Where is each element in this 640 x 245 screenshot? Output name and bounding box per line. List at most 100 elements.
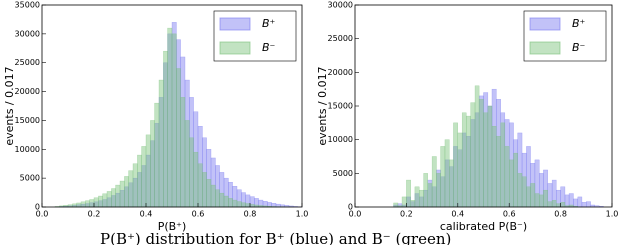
histogram-bar [180, 97, 186, 208]
histogram-bar [141, 146, 147, 208]
legend-label: B⁻ [572, 41, 586, 54]
y-tick-label: 5000 [20, 174, 40, 183]
histogram-bar [586, 201, 591, 208]
histogram-bar [228, 198, 233, 208]
x-tick-label: 0.0 [349, 210, 362, 219]
y-axis-label: events / 0.017 [316, 66, 329, 145]
histogram-bar [496, 136, 501, 208]
plot-frame [41, 4, 303, 208]
histogram-bar [419, 189, 424, 208]
histogram-bar [440, 146, 446, 208]
histogram-bar [577, 196, 583, 208]
histogram-bar [478, 99, 484, 208]
histogram-bar [98, 195, 103, 208]
x-tick-label: 1.0 [606, 210, 619, 219]
legend-label: B⁻ [262, 41, 276, 54]
histogram-bar [119, 180, 125, 208]
legend-swatch [529, 17, 561, 31]
histogram-bar [176, 68, 181, 208]
histogram-bar [461, 112, 467, 208]
histogram-bar [93, 197, 99, 208]
histogram-bar [564, 194, 570, 208]
histogram-bar [573, 198, 579, 208]
y-tick-label: 5000 [333, 169, 353, 178]
histogram-bar [128, 170, 134, 208]
x-tick-label: 1.0 [296, 210, 309, 219]
histogram-bar [414, 186, 420, 208]
legend-swatch [529, 41, 561, 55]
histogram-bar [444, 139, 450, 208]
legend-box [523, 10, 607, 62]
histogram-bar [193, 151, 199, 208]
histogram-bar [163, 50, 168, 208]
histogram-bar [474, 85, 480, 208]
histogram-bar [504, 146, 510, 208]
y-tick-label: 20000 [328, 68, 353, 77]
histogram-bar [115, 184, 121, 208]
histogram-bar [215, 189, 220, 208]
x-tick-label: 0.6 [503, 210, 516, 219]
x-tick-label: 0.2 [88, 210, 101, 219]
histogram-bar [102, 193, 108, 208]
y-tick-label: 30000 [328, 1, 353, 10]
histogram-bar [517, 173, 523, 208]
y-tick-label: 25000 [15, 58, 40, 67]
histogram-bar [551, 200, 557, 208]
histogram-bar [431, 156, 437, 208]
caption: P(B⁺) distribution for B⁺ (blue) and B⁻ … [100, 230, 451, 245]
histogram-bar [132, 163, 138, 208]
y-axis-label: events / 0.017 [3, 66, 16, 145]
histogram-bar [427, 183, 433, 208]
histogram-bar [223, 195, 229, 208]
x-tick-label: 0.4 [140, 210, 153, 219]
histogram-bar [137, 154, 142, 208]
histogram-bar [423, 173, 428, 208]
histogram-bar [547, 201, 553, 208]
y-tick-label: 10000 [15, 145, 40, 154]
histogram-bar [457, 132, 463, 208]
histogram-bar [406, 179, 411, 208]
histogram-bar [72, 203, 77, 208]
histogram-bar [521, 176, 527, 208]
legend-swatch [219, 17, 251, 31]
x-tick-label: 0.0 [36, 210, 49, 219]
histogram-bar [410, 200, 416, 208]
y-tick-label: 35000 [15, 1, 40, 10]
histogram-bar [245, 203, 251, 208]
histogram-bar [150, 120, 155, 208]
histogram-bar [145, 134, 151, 208]
histogram-bar [154, 102, 160, 208]
histogram-bar [449, 159, 454, 208]
histogram-bar [124, 176, 129, 208]
histogram-bar [111, 188, 116, 208]
y-tick-label: 20000 [15, 87, 40, 96]
histogram-bar [487, 105, 493, 208]
histogram-bar [543, 189, 548, 208]
histogram-bar [509, 159, 514, 208]
histogram-bar [210, 184, 216, 208]
y-tick-label: 10000 [328, 135, 353, 144]
histogram-bar [232, 199, 238, 208]
x-tick-label: 0.2 [400, 210, 413, 219]
y-tick-label: 15000 [15, 116, 40, 125]
legend-label: B⁺ [262, 17, 276, 30]
histogram-bar [76, 202, 82, 208]
histogram-bar [436, 173, 441, 208]
histogram-bar [534, 193, 540, 208]
histogram-bar [219, 192, 225, 208]
x-tick-label: 0.8 [244, 210, 257, 219]
x-tick-label: 0.4 [451, 210, 464, 219]
histogram-bar [106, 191, 112, 208]
histogram-bar [401, 196, 407, 208]
histogram-bar [202, 172, 207, 208]
x-axis-label: calibrated P(B⁻) [440, 220, 527, 233]
histogram-bar [556, 203, 561, 208]
histogram-bar [470, 102, 476, 208]
histogram-bar [526, 186, 531, 208]
legend-label: B⁺ [572, 17, 586, 30]
histogram-bar [500, 122, 506, 208]
y-tick-label: 25000 [328, 34, 353, 43]
y-tick-label: 0 [348, 203, 353, 212]
y-tick-label: 15000 [328, 102, 353, 111]
